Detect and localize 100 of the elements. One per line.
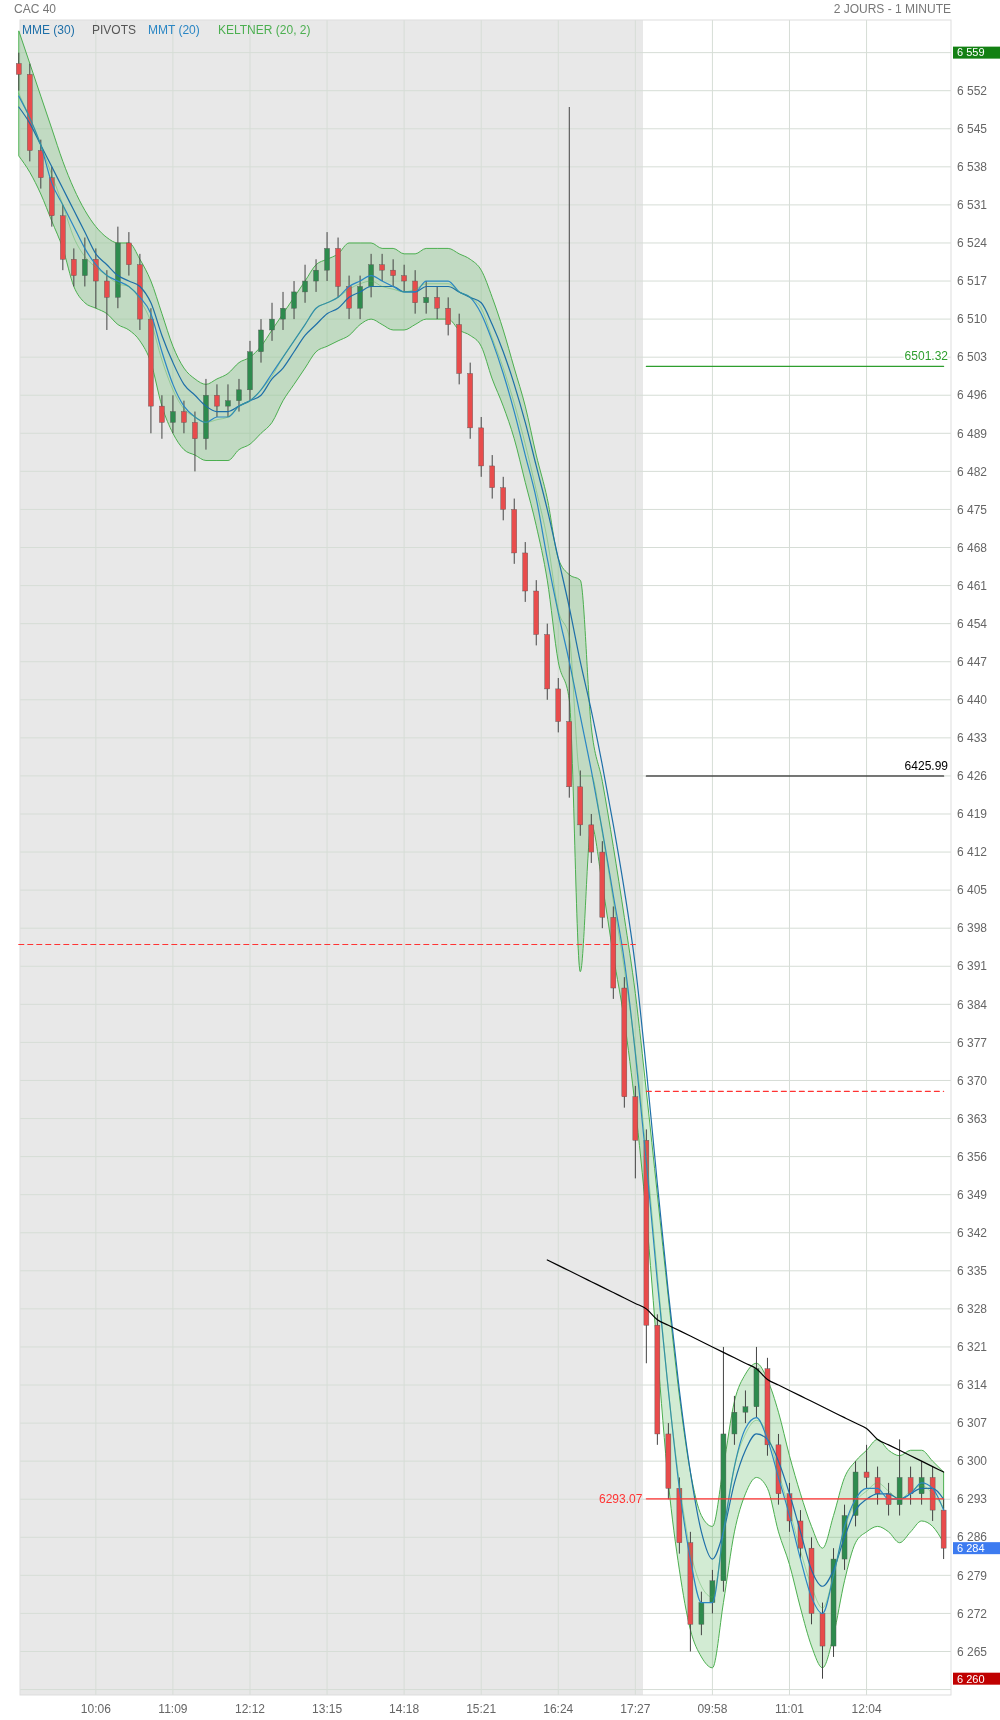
- series-label: 6293.07: [598, 1492, 643, 1507]
- y-tick-label: 6 426: [957, 769, 988, 784]
- y-tick-label: 6 293: [957, 1492, 988, 1507]
- x-tick-label: 16:24: [543, 1702, 574, 1716]
- x-tick-label: 12:04: [851, 1702, 882, 1716]
- y-tick-label: 6 531: [957, 198, 988, 213]
- candlestick: [346, 275, 352, 320]
- text: MMT (20): [148, 23, 200, 37]
- candlestick: [489, 454, 495, 500]
- x-tick-label: 10:06: [80, 1702, 112, 1716]
- y-tick-label: 6 482: [957, 464, 988, 479]
- candlestick: [291, 280, 297, 320]
- candlestick: [313, 258, 319, 293]
- candlestick: [170, 394, 176, 434]
- x-tick-label: 11:09: [158, 1702, 188, 1716]
- y-tick-label: 6 440: [957, 692, 988, 707]
- candlestick: [181, 400, 187, 434]
- candlestick: [500, 476, 506, 521]
- x-tick-label: 09:58: [697, 1702, 728, 1716]
- y-tick-label: 6 545: [957, 121, 988, 136]
- y-tick-label: 6 517: [957, 274, 988, 289]
- candlestick: [214, 383, 220, 418]
- y-tick-label: 6 454: [957, 616, 988, 631]
- y-tick-label: 6 468: [957, 540, 988, 555]
- y-tick-label: 6 321: [957, 1340, 988, 1355]
- chart-title: CAC 40: [14, 2, 57, 16]
- candlestick: [731, 1395, 738, 1446]
- candlestick: [434, 285, 440, 320]
- y-tick-label: 6 475: [957, 502, 988, 517]
- candlestick: [863, 1444, 870, 1489]
- candlestick: [324, 231, 330, 282]
- x-tick-label: 15:21: [466, 1702, 497, 1716]
- y-tick-label: 6 286: [957, 1530, 988, 1545]
- candlestick: [159, 394, 165, 440]
- y-tick-label: 6 300: [957, 1454, 988, 1469]
- y-tick-label: 6 265: [957, 1644, 988, 1659]
- y-tick-label: 6 461: [957, 578, 988, 593]
- candlestick: [357, 275, 363, 320]
- y-tick-label: 6 356: [957, 1149, 988, 1164]
- y-tick-label: 6 398: [957, 921, 988, 936]
- y-tick-label: 6 349: [957, 1187, 988, 1202]
- candlestick: [709, 1569, 716, 1614]
- y-tick-label: 6 503: [957, 350, 988, 365]
- y-tick-label: 6 342: [957, 1225, 988, 1240]
- candlestick: [401, 264, 407, 293]
- y-tick-label: 6 335: [957, 1264, 988, 1279]
- y-tick-label: 6 307: [957, 1416, 988, 1431]
- y-tick-label: 6 363: [957, 1111, 988, 1126]
- annotation: PIVOTS: [92, 23, 137, 37]
- candlestick: [82, 237, 88, 287]
- y-tick-label: 6 496: [957, 388, 988, 403]
- candlestick: [258, 318, 264, 364]
- candlestick: [698, 1591, 705, 1636]
- y-tick-label: 6 538: [957, 160, 988, 175]
- line-series: [546, 1259, 945, 1473]
- candlestick: [390, 258, 396, 287]
- candlestick: [368, 253, 374, 298]
- candlestick: [104, 269, 110, 331]
- y-tick-label: 6 384: [957, 997, 988, 1012]
- candlestick: [269, 302, 275, 342]
- candlestick: [302, 264, 308, 304]
- candlestick: [379, 253, 385, 282]
- text: KELTNER (20, 2): [218, 23, 311, 37]
- candlestick: [423, 280, 429, 315]
- y-tick-label: 6 272: [957, 1606, 988, 1621]
- y-tick-label: 6 447: [957, 654, 988, 669]
- y-tick-label: 6 377: [957, 1035, 988, 1050]
- y-tick-label: 6 510: [957, 312, 988, 327]
- candlestick: [16, 52, 22, 92]
- y-tick-label: 6 559: [957, 46, 985, 59]
- y-tick-label: 6 284: [957, 1542, 985, 1555]
- y-tick-label: 6 405: [957, 883, 988, 898]
- text: MME (30): [22, 23, 75, 37]
- y-tick-label: 6 314: [957, 1378, 988, 1393]
- y-tick-label: 6 524: [957, 236, 988, 251]
- y-tick-label: 6 279: [957, 1568, 988, 1583]
- candlestick: [566, 106, 572, 799]
- candlestick: [874, 1466, 881, 1506]
- x-tick-label: 11:01: [774, 1702, 805, 1716]
- candlestick: [742, 1389, 749, 1424]
- candlestick: [192, 411, 198, 472]
- y-tick-label: 6 419: [957, 807, 988, 822]
- y-tick-label: 6 328: [957, 1302, 988, 1317]
- candlestick: [445, 296, 451, 336]
- candlestick: [236, 378, 242, 413]
- y-tick-label: 6 433: [957, 731, 988, 746]
- x-tick-label: 12:12: [234, 1702, 266, 1716]
- candlestick: [225, 383, 231, 418]
- candlestick: [71, 247, 77, 287]
- y-tick-label: 6 552: [957, 83, 988, 98]
- candlestick: [907, 1466, 914, 1506]
- x-tick-label: 13:15: [312, 1702, 343, 1716]
- x-tick-label: 14:18: [389, 1702, 420, 1716]
- chart-subtitle: 2 JOURS - 1 MINUTE: [833, 2, 951, 16]
- candlestick: [412, 269, 418, 315]
- y-tick-label: 6 412: [957, 845, 988, 860]
- candlestick: [126, 231, 132, 277]
- series-label: 6425.99: [904, 758, 949, 773]
- y-tick-label: 6 260: [957, 1672, 985, 1685]
- candlestick: [280, 291, 286, 331]
